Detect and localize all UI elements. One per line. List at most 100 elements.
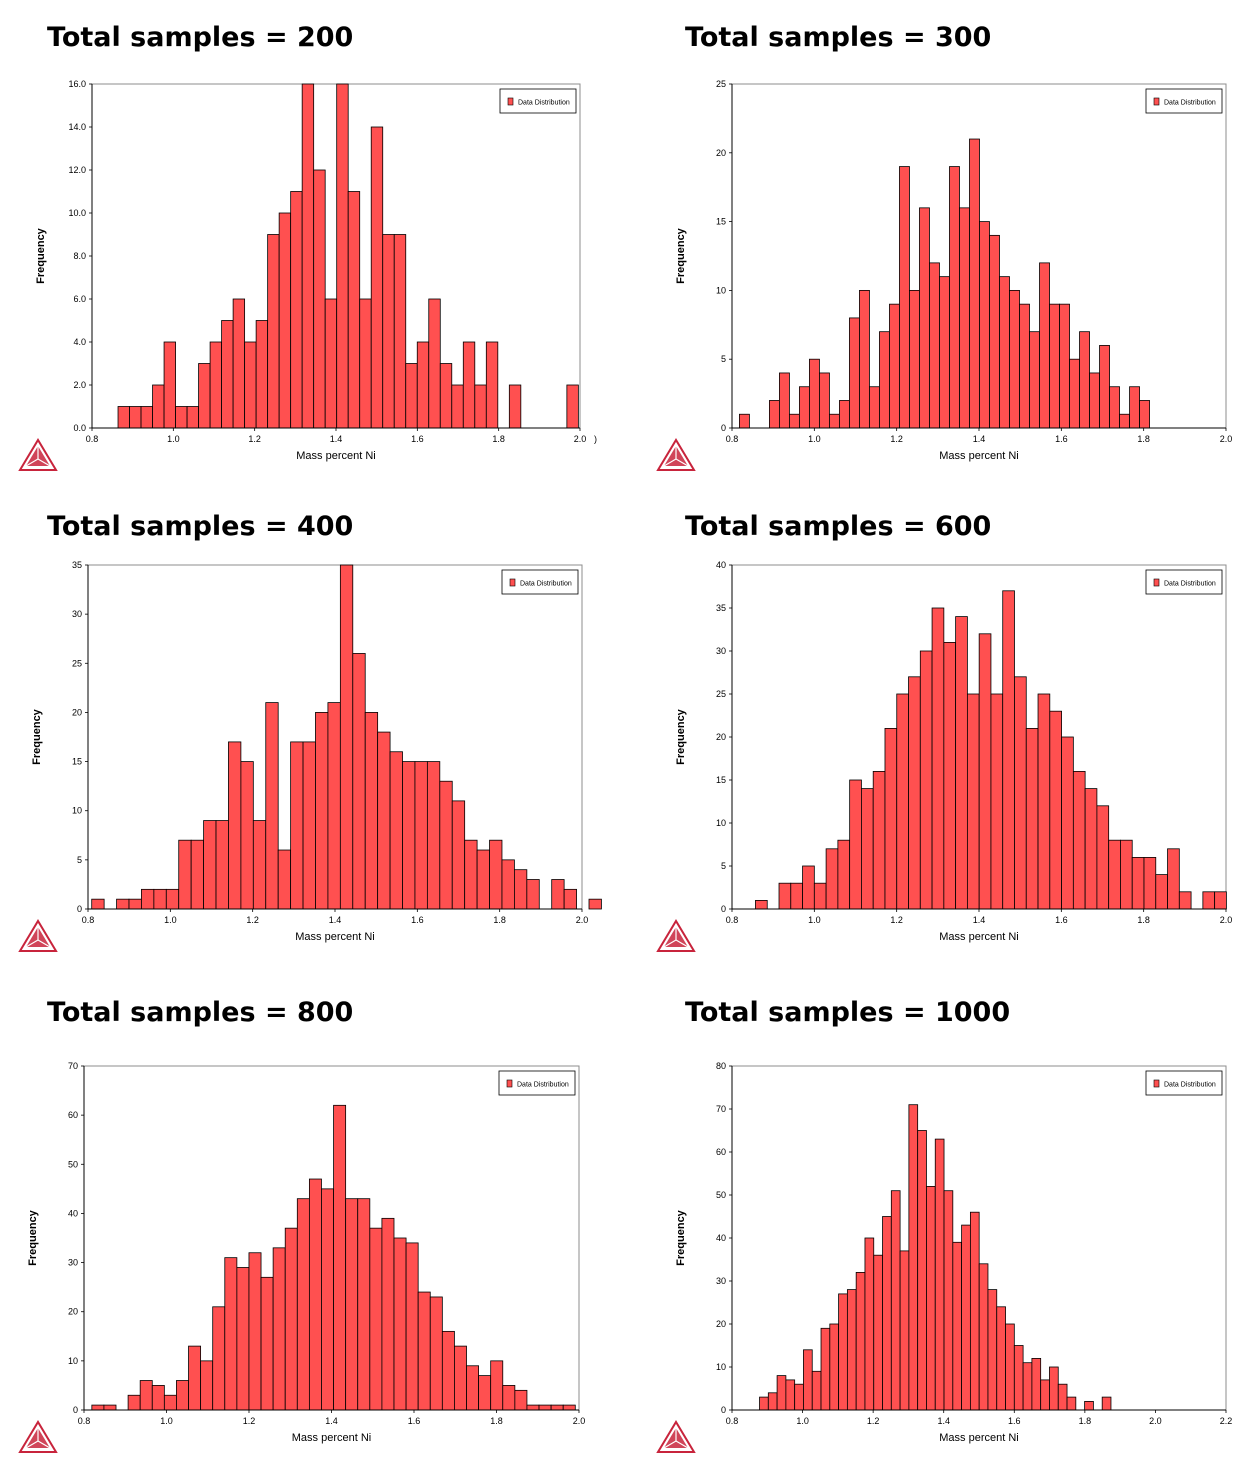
x-tick-label: 1.2: [890, 434, 903, 444]
x-tick-label: 1.4: [937, 1416, 950, 1426]
x-tick-label: 1.4: [329, 915, 342, 925]
histogram-bar: [969, 1211, 980, 1411]
legend-label: Data Distribution: [520, 581, 572, 588]
x-tick-label: 0.8: [726, 915, 739, 925]
y-tick-label: 20: [716, 732, 726, 742]
y-tick-label: 20: [716, 1319, 726, 1329]
legend-swatch: [1153, 578, 1160, 587]
x-tick-label: 2.2: [1220, 1416, 1233, 1426]
x-ticks: 0.8 1.0 1.2 1.4 1.6 1.8 2.0: [726, 909, 1232, 925]
legend: Data Distribution: [498, 1070, 576, 1096]
y-tick-label: 2.0: [73, 380, 86, 390]
panel-title: Total samples = 1000: [685, 997, 1011, 1028]
legend-label: Data Distribution: [1164, 581, 1216, 588]
logo-outer: [656, 919, 696, 952]
x-tick-label: 0.8: [86, 434, 99, 444]
y-tick-label: 10: [716, 285, 726, 295]
histogram-bar: [987, 1289, 998, 1411]
logo-outer: [18, 1420, 58, 1453]
x-axis-label: Mass percent Ni: [296, 450, 375, 462]
y-tick-label: 6.0: [73, 294, 86, 304]
histogram-bar: [996, 1306, 1006, 1411]
x-tick-label: 1.4: [973, 434, 986, 444]
y-tick-label: 30: [716, 646, 726, 656]
x-tick-label: 1.2: [246, 915, 259, 925]
x-ticks: 0.8 1.0 1.2 1.4 1.6 1.8 2.0: [78, 1410, 585, 1426]
y-ticks: 0 10 20 30 40 50 60 70: [68, 1061, 84, 1415]
legend: Data Distribution: [501, 569, 579, 595]
y-tick-label: 70: [68, 1061, 78, 1071]
histogram-bar: [794, 1383, 804, 1411]
y-axis-label: Frequency: [31, 708, 43, 765]
x-tick-label: 1.8: [490, 1416, 503, 1426]
logo-line: [25, 1440, 39, 1449]
logo-line: [663, 458, 677, 467]
y-tick-label: 0: [721, 423, 726, 433]
legend: Data Distribution: [1145, 88, 1223, 114]
legend-label: Data Distribution: [1164, 100, 1216, 107]
x-tick-label: 1.6: [411, 915, 424, 925]
histogram-bar: [811, 1370, 822, 1411]
triangle-logo-icon: [656, 919, 696, 952]
y-tick-label: 0: [73, 1405, 78, 1415]
y-tick-label: 25: [716, 79, 726, 89]
y-tick-label: 10.0: [68, 208, 86, 218]
histogram-bar: [1101, 1396, 1112, 1411]
histogram-bar: [1013, 1345, 1024, 1411]
x-tick-label: 1.8: [1079, 1416, 1092, 1426]
bars: [117, 83, 579, 429]
x-tick-label: 0.8: [78, 1416, 91, 1426]
y-tick-label: 10: [72, 806, 82, 816]
y-tick-label: 0: [721, 904, 726, 914]
x-tick-label: 2.0: [576, 915, 589, 925]
y-tick-label: 10: [716, 818, 726, 828]
x-tick-label: 1.0: [796, 1416, 809, 1426]
y-tick-label: 20: [72, 707, 82, 717]
y-tick-label: 14.0: [68, 122, 86, 132]
logo-line: [663, 939, 677, 948]
logo-line: [37, 1440, 51, 1449]
y-tick-label: 0.0: [73, 423, 86, 433]
histogram-bar: [1066, 1396, 1077, 1411]
y-ticks: 0.0 2.0 4.0 6.0 8.0 10.0 12.0 14.0 16.0: [68, 79, 92, 433]
x-tick-label: 1.0: [164, 915, 177, 925]
x-tick-label: 2.0: [1220, 434, 1233, 444]
panel-title: Total samples = 800: [47, 997, 354, 1028]
logo-line: [25, 458, 39, 467]
y-tick-label: 5: [721, 354, 726, 364]
x-tick-label: 1.0: [160, 1416, 173, 1426]
x-axis-label: Mass percent Ni: [295, 931, 374, 943]
y-tick-label: 60: [716, 1147, 726, 1157]
x-tick-label: 1.6: [1055, 915, 1068, 925]
triangle-logo-icon: [656, 438, 696, 471]
logo-line: [675, 458, 689, 467]
histogram-bar: [1022, 1362, 1033, 1411]
histogram-bar: [767, 1392, 778, 1411]
y-tick-label: 0: [77, 904, 82, 914]
y-tick-label: 10: [68, 1356, 78, 1366]
histogram-bar: [803, 1349, 813, 1411]
histogram-bar: [873, 1254, 883, 1411]
x-tick-label: 0.8: [82, 915, 95, 925]
logo-line: [675, 1440, 689, 1449]
y-axis-label: Frequency: [675, 1209, 687, 1266]
x-tick-label: 1.2: [243, 1416, 256, 1426]
histogram-bar: [943, 1190, 954, 1411]
histogram-bar: [1031, 1358, 1042, 1411]
x-ticks: 0.8 1.0 1.2 1.4 1.6 1.8 2.0: [86, 428, 586, 444]
x-ticks: 0.8 1.0 1.2 1.4 1.6 1.8 2.0 2.2: [726, 1410, 1233, 1426]
x-tick-label: 1.0: [808, 434, 821, 444]
logo-outer: [18, 438, 58, 471]
x-axis-label: Mass percent Ni: [939, 450, 1018, 462]
y-ticks: 0 5 10 15 20 25 30 35: [72, 560, 88, 914]
y-tick-label: 15: [716, 775, 726, 785]
histogram-bar: [776, 1375, 787, 1411]
histogram-bar: [961, 1224, 971, 1411]
bars: [91, 1104, 576, 1411]
panel-title: Total samples = 200: [47, 22, 354, 53]
